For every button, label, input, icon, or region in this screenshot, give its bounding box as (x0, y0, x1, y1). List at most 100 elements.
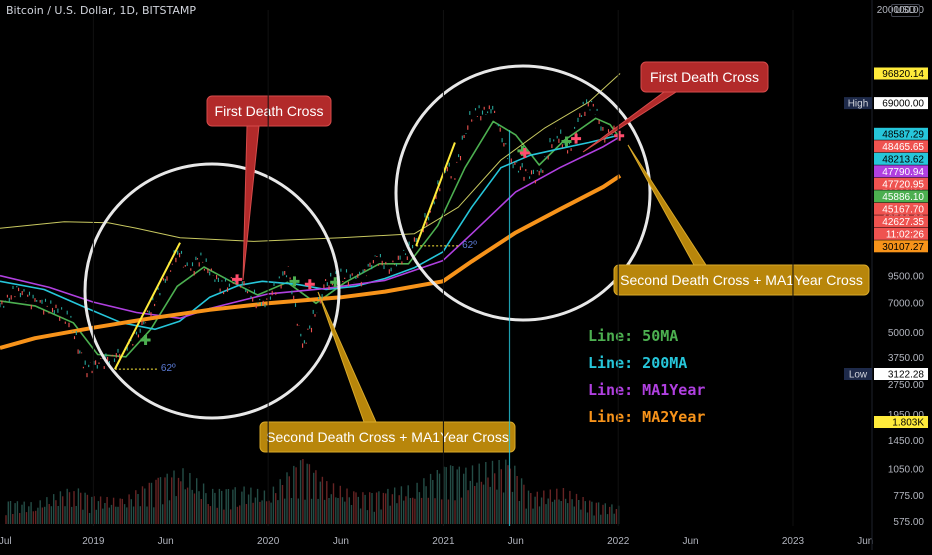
volume-bar (489, 486, 491, 524)
volume-bar (494, 473, 496, 524)
volume-bar (527, 490, 530, 524)
volume-bar (254, 497, 257, 524)
volume-bar (155, 479, 157, 524)
volume-bar (556, 488, 558, 524)
volume-bar (295, 467, 297, 524)
volume-bar (239, 505, 241, 524)
volume-bar (569, 490, 571, 524)
volume-bar (586, 512, 589, 524)
series-lines (0, 73, 622, 358)
volume-bar (562, 488, 565, 524)
price-label-countdown: 11:02:26 (886, 229, 925, 240)
price-label-tag (874, 227, 928, 240)
death-cross-marker (519, 148, 530, 159)
volume-bar (252, 502, 254, 524)
callouts: First Death Cross Second Death Cross + MA… (206, 61, 870, 453)
volume-bar (427, 497, 429, 524)
price-label-tag (874, 416, 928, 428)
volume-bar (452, 466, 454, 524)
volume-bar (595, 502, 598, 524)
volume-bar (162, 504, 164, 524)
volume-bar (353, 491, 355, 524)
volume-bar (95, 509, 97, 524)
x-tick-label: 2019 (82, 536, 105, 547)
volume-bar (93, 496, 95, 524)
volume-bar (436, 470, 438, 524)
volume-bar (407, 485, 409, 524)
volume-bar (575, 493, 578, 524)
volume-bar (385, 493, 387, 524)
volume-bar (57, 506, 59, 524)
y-axis[interactable]: 200000.0026500.0018500.0013500.009500.00… (871, 0, 925, 550)
volume-bar (123, 504, 126, 524)
callout-label: First Death Cross (650, 69, 759, 85)
legend-item: Line: MA1Year (588, 381, 705, 399)
volume-bar (438, 473, 441, 524)
price-label-text: 42627.35 (882, 217, 924, 228)
price-label-tag (874, 368, 928, 380)
price-label-text: 47720.95 (882, 179, 924, 190)
y-tick-label: 7000.00 (888, 298, 925, 309)
volume-bar (207, 504, 209, 524)
volume-bar (306, 463, 308, 524)
series-line-line-ma2year (0, 174, 622, 350)
volume-bar (304, 499, 306, 524)
volume-bar (341, 497, 344, 524)
volume-bar (416, 482, 418, 524)
volume-bar (104, 503, 106, 524)
volume-bar (604, 503, 606, 524)
volume-bar (530, 493, 532, 524)
volume-bar (236, 506, 239, 524)
volume-bar (177, 477, 180, 524)
volume-bar (520, 478, 523, 524)
price-scale-labels: 96820.14 69000.00 High 48587.29 48465.654821… (844, 67, 928, 429)
volume-bar (445, 467, 447, 524)
volume-bar (135, 490, 137, 524)
trend-line (415, 142, 456, 247)
price-label-text: 48587.29 (882, 129, 924, 140)
death-cross-marker (304, 279, 315, 290)
volume-bar (202, 483, 205, 524)
volume-bar (171, 477, 173, 524)
volume-bar (77, 488, 80, 524)
volume-bar (532, 508, 534, 524)
volume-bar (398, 495, 400, 524)
volume-bar (447, 499, 450, 524)
volume-bar (184, 489, 186, 524)
volume-bar (46, 497, 48, 524)
volume-bar (564, 498, 567, 524)
volume-bar (302, 459, 304, 524)
volume-bar (41, 507, 44, 524)
y-tick-label: 1050.00 (888, 464, 925, 475)
volume-bar (335, 497, 337, 524)
volume-bar (591, 501, 593, 524)
series-line-line-ma1year (0, 136, 621, 320)
volume-bar (9, 501, 12, 524)
volume-bar (480, 481, 483, 524)
volume-bar (545, 504, 547, 524)
volume-bar (558, 499, 560, 524)
y-tick-label: 200000.00 (877, 5, 925, 16)
volume-bar (458, 466, 460, 524)
volume-bar (21, 504, 23, 524)
volume-bar (97, 501, 100, 524)
price-label-tag (874, 215, 928, 228)
volume-bar (378, 491, 380, 524)
volume-bar (182, 468, 184, 524)
volume-bar (80, 492, 82, 524)
currency-button[interactable]: USD (890, 4, 920, 17)
x-tick-label: Jun (682, 536, 698, 547)
price-tag-label: Low (849, 370, 868, 381)
volume-bar (357, 496, 359, 524)
volume-bar (75, 506, 77, 524)
volume-bar (371, 493, 373, 524)
price-tag-box (844, 368, 872, 380)
volume-bar (288, 476, 290, 524)
trend-angles: 62º 62º (114, 142, 477, 374)
volume-bar (25, 512, 28, 524)
volume-bar (449, 465, 452, 524)
volume-bar (286, 472, 288, 524)
volume-bar (168, 500, 171, 524)
